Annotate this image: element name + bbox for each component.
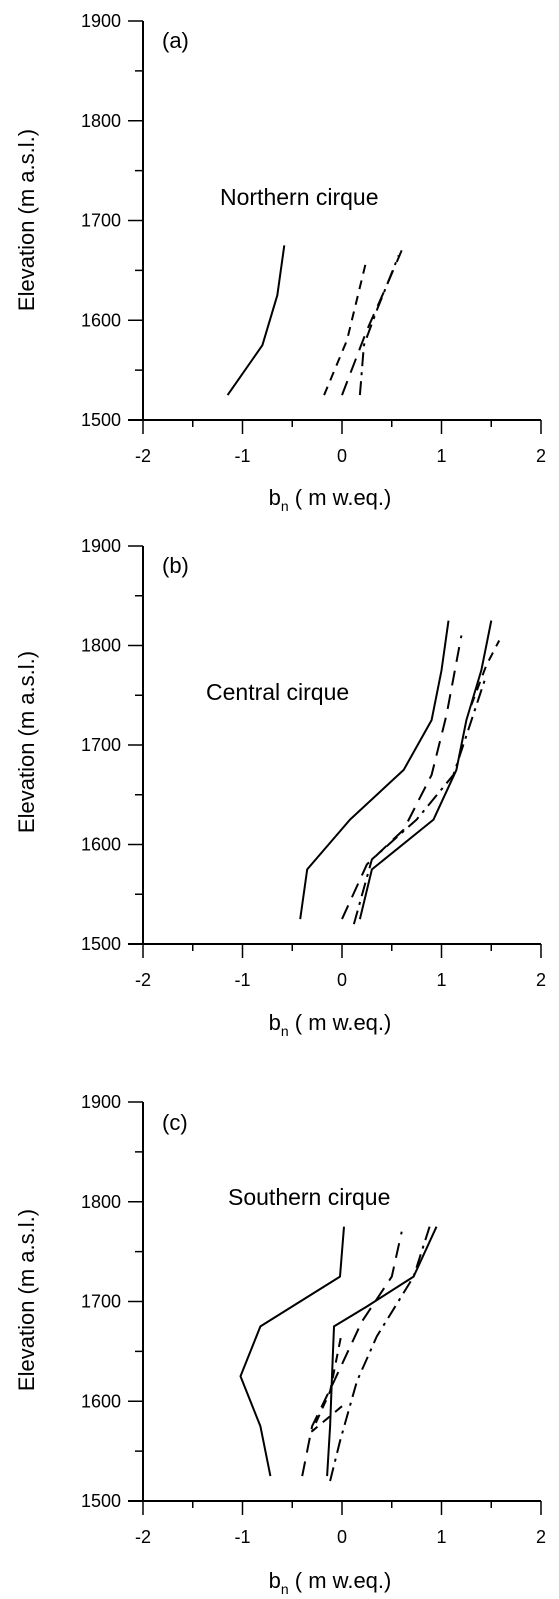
annotation-central-cirque: Central cirque — [206, 679, 349, 705]
x-tick-label-c: -2 — [135, 1527, 151, 1547]
y-tick-label-b: 1600 — [81, 835, 121, 855]
x-axis-title-b: bn ( m w.eq.) — [269, 1010, 392, 1039]
x-tick-label-a: 1 — [436, 446, 446, 466]
x-tick-label-c: 2 — [536, 1527, 546, 1547]
annotation-northern-cirque: Northern cirque — [220, 184, 379, 210]
x-tick-label-b: 2 — [536, 970, 546, 990]
y-axis-title-c: Elevation (m a.s.l.) — [14, 1209, 39, 1391]
series-line-b-2-solid — [358, 620, 493, 920]
series-line-c-5-dash — [311, 1331, 343, 1433]
panel-a: Elevation (m a.s.l.) (a) Northern cirque… — [14, 11, 546, 514]
annotation-southern-cirque: Southern cirque — [228, 1184, 390, 1210]
axes-c: 1500 1600 1700 1800 1900 -2 -1 0 1 2 — [81, 1092, 546, 1547]
y-axis-title-a: Elevation (m a.s.l.) — [14, 129, 39, 311]
y-tick-label-b: 1800 — [81, 636, 121, 656]
x-tick-label-b: 0 — [337, 970, 347, 990]
y-axis-title-b: Elevation (m a.s.l.) — [14, 651, 39, 833]
series-line-b-3-longdash — [341, 635, 463, 920]
y-tick-label-a: 1500 — [81, 410, 121, 430]
panel-b: Elevation (m a.s.l.) (b) Central cirque … — [14, 536, 546, 1039]
y-tick-label-b: 1900 — [81, 536, 121, 556]
series-group-c — [239, 1226, 438, 1482]
y-tick-label-c: 1700 — [81, 1292, 121, 1312]
axes-b: 1500 1600 1700 1800 1900 -2 -1 0 1 2 — [81, 536, 546, 990]
x-tick-label-b: -1 — [234, 970, 250, 990]
panel-label-c: (c) — [162, 1110, 188, 1135]
x-tick-label-c: 1 — [436, 1527, 446, 1547]
x-tick-label-c: 0 — [337, 1527, 347, 1547]
y-tick-label-c: 1600 — [81, 1391, 121, 1411]
series-line-c-3-longdash — [301, 1231, 403, 1477]
series-line-a-4-dashdot — [358, 255, 400, 396]
series-group-a — [226, 245, 403, 396]
axes-a: 1500 1600 1700 1800 1900 -2 -1 0 1 2 — [81, 11, 546, 466]
x-tick-label-a: 2 — [536, 446, 546, 466]
y-tick-label-a: 1800 — [81, 111, 121, 131]
y-tick-label-c: 1800 — [81, 1192, 121, 1212]
x-tick-label-b: -2 — [135, 970, 151, 990]
series-line-a-1-solid — [226, 245, 286, 396]
x-tick-label-a: -1 — [234, 446, 250, 466]
x-tick-label-a: -2 — [135, 446, 151, 466]
y-tick-label-a: 1600 — [81, 310, 121, 330]
y-tick-label-b: 1500 — [81, 934, 121, 954]
x-tick-label-c: -1 — [234, 1527, 250, 1547]
panel-label-a: (a) — [162, 28, 189, 53]
series-line-c-1-solid — [239, 1226, 345, 1477]
series-line-c-4-dashdot — [329, 1226, 431, 1482]
series-line-b-4-dashdot — [352, 674, 488, 925]
x-axis-title-c: bn ( m w.eq.) — [269, 1568, 392, 1597]
x-tick-label-b: 1 — [436, 970, 446, 990]
x-tick-label-a: 0 — [337, 446, 347, 466]
series-line-c-2-solid — [326, 1226, 438, 1477]
panel-c: Elevation (m a.s.l.) (c) Southern cirque… — [14, 1092, 546, 1597]
series-line-a-2-longdash — [341, 250, 403, 396]
y-tick-label-c: 1500 — [81, 1491, 121, 1511]
series-line-a-3-dash — [323, 258, 368, 396]
series-line-b-1-solid — [299, 620, 450, 920]
y-tick-label-a: 1700 — [81, 211, 121, 231]
x-axis-title-a: bn ( m w.eq.) — [269, 485, 392, 514]
series-group-b — [299, 620, 501, 925]
y-tick-label-b: 1700 — [81, 735, 121, 755]
panel-label-b: (b) — [162, 553, 189, 578]
y-tick-label-a: 1900 — [81, 11, 121, 31]
y-tick-label-c: 1900 — [81, 1092, 121, 1112]
